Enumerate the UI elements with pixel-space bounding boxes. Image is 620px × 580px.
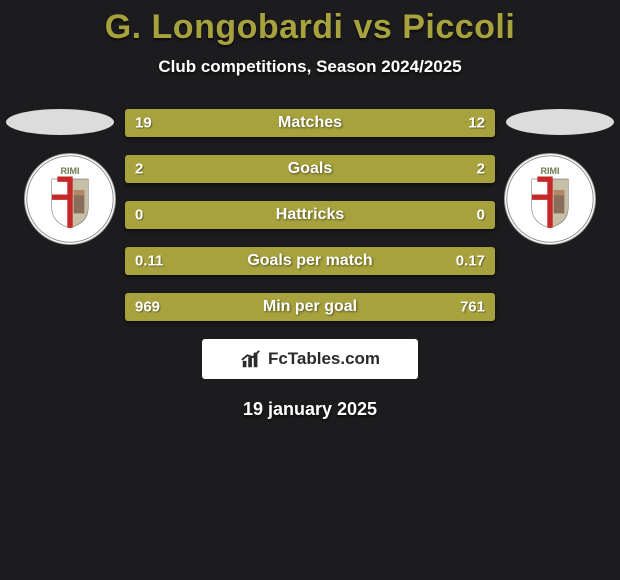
- club-badge-left: RIMI: [24, 153, 116, 245]
- stat-value-left: 19: [135, 115, 152, 132]
- stat-value-right: 12: [468, 115, 485, 132]
- stat-value-left: 0.11: [135, 253, 163, 270]
- stat-row: 969 Min per goal 761: [125, 293, 495, 321]
- stat-value-left: 0: [135, 207, 143, 224]
- bar-chart-icon: [240, 348, 262, 370]
- club-badge-right: RIMI: [504, 153, 596, 245]
- stat-row: 19 Matches 12: [125, 109, 495, 137]
- stat-label: Matches: [278, 114, 342, 132]
- stat-row: 0 Hattricks 0: [125, 201, 495, 229]
- stat-bars: 19 Matches 12 2 Goals 2 0 Hattricks 0 0.…: [125, 109, 495, 321]
- shield-icon: RIMI: [505, 154, 595, 244]
- page-title: G. Longobardi vs Piccoli: [0, 8, 620, 47]
- stat-value-right: 0: [477, 207, 485, 224]
- stat-value-right: 0.17: [456, 253, 485, 270]
- page-subtitle: Club competitions, Season 2024/2025: [0, 57, 620, 77]
- stat-label: Goals: [288, 160, 332, 178]
- svg-text:RIMI: RIMI: [61, 166, 80, 176]
- svg-text:RIMI: RIMI: [541, 166, 560, 176]
- stat-value-right: 2: [477, 161, 485, 178]
- stat-label: Goals per match: [247, 252, 372, 270]
- stat-value-left: 969: [135, 299, 160, 316]
- source-logo: FcTables.com: [202, 339, 418, 379]
- stat-row: 2 Goals 2: [125, 155, 495, 183]
- player-marker-left: [6, 109, 114, 135]
- stat-value-right: 761: [460, 299, 485, 316]
- stat-row: 0.11 Goals per match 0.17: [125, 247, 495, 275]
- comparison-infographic: G. Longobardi vs Piccoli Club competitio…: [0, 0, 620, 420]
- player-marker-right: [506, 109, 614, 135]
- stat-value-left: 2: [135, 161, 143, 178]
- stat-label: Hattricks: [276, 206, 344, 224]
- shield-icon: RIMI: [25, 154, 115, 244]
- stat-label: Min per goal: [263, 298, 357, 316]
- source-logo-text: FcTables.com: [268, 349, 380, 369]
- snapshot-date: 19 january 2025: [0, 399, 620, 420]
- stats-area: RIMI RIMI: [0, 109, 620, 420]
